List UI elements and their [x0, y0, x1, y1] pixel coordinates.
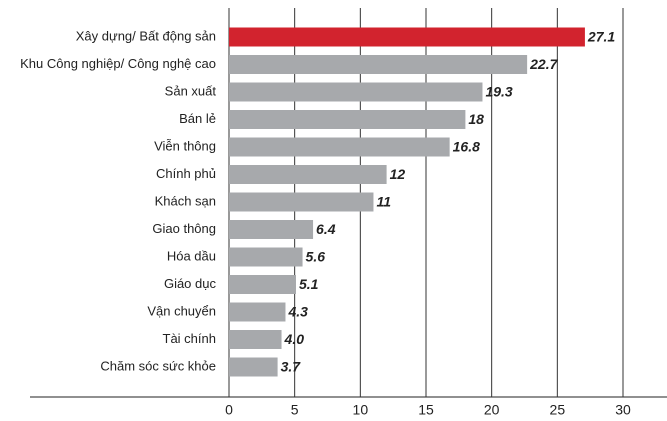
- bar: [229, 110, 466, 129]
- x-tick-label: 10: [353, 402, 369, 418]
- bar: [229, 165, 387, 184]
- value-label: 6.4: [316, 221, 336, 237]
- value-label: 16.8: [453, 139, 480, 155]
- category-label: Chăm sóc sức khỏe: [100, 358, 216, 373]
- category-label: Tài chính: [163, 331, 216, 346]
- category-label: Khách sạn: [155, 193, 216, 208]
- value-label: 27.1: [587, 29, 615, 45]
- bar: [229, 137, 450, 157]
- bar: [229, 275, 296, 294]
- category-label: Giáo dục: [164, 276, 217, 291]
- value-label: 22.7: [529, 56, 558, 72]
- category-label: Bán lẻ: [179, 111, 216, 126]
- value-label: 3.7: [281, 359, 302, 375]
- bar: [229, 55, 528, 74]
- bar: [229, 357, 278, 377]
- value-label: 18: [468, 111, 484, 127]
- bar: [229, 302, 286, 322]
- bar: [229, 192, 374, 212]
- x-tick-label: 5: [291, 402, 299, 418]
- category-label: Viễn thông: [154, 138, 216, 153]
- value-label: 11: [376, 194, 391, 210]
- category-label: Sản xuất: [165, 83, 217, 98]
- category-label: Xây dựng/ Bất động sản: [76, 28, 216, 43]
- category-label: Khu Công nghiệp/ Công nghệ cao: [20, 56, 216, 71]
- category-label: Chính phủ: [156, 166, 216, 181]
- bar: [229, 220, 314, 239]
- value-label: 4.3: [287, 304, 308, 320]
- x-tick-label: 0: [225, 402, 233, 418]
- category-label: Hóa dầu: [167, 248, 216, 263]
- bar: [229, 27, 585, 47]
- value-label: 5.1: [299, 276, 319, 292]
- x-tick-label: 25: [550, 402, 566, 418]
- category-label: Vận chuyển: [147, 303, 216, 318]
- category-label: Giao thông: [152, 221, 216, 236]
- value-label: 5.6: [306, 249, 326, 265]
- bar: [229, 82, 483, 102]
- x-tick-label: 20: [484, 402, 500, 418]
- value-label: 4.0: [284, 331, 305, 347]
- value-label: 19.3: [485, 84, 512, 100]
- x-tick-label: 15: [418, 402, 434, 418]
- bar: [229, 247, 303, 267]
- x-tick-label: 30: [615, 402, 631, 418]
- value-label: 12: [390, 166, 406, 182]
- bar: [229, 330, 282, 349]
